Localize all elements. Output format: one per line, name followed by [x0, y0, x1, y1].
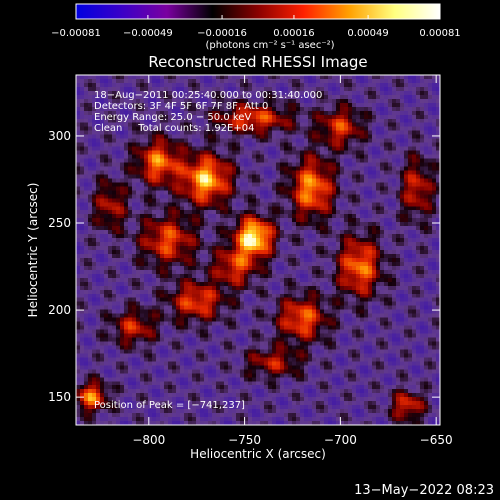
colorbar — [75, 3, 441, 20]
axis-ticks: −800 −750 −700 −650 150 200 250 300 — [48, 75, 453, 447]
annotation-time-range: 18−Aug−2011 00:25:40.000 to 00:31:40.000 — [94, 90, 322, 101]
peak-position-label: Position of Peak = [−741,237] — [94, 400, 245, 411]
y-tick-label: 250 — [48, 216, 71, 230]
footer-timestamp: 13−May−2022 08:23 — [354, 483, 494, 498]
colorbar-ticks: −0.00081 −0.00049 −0.00016 0.00016 0.00049 0.… — [51, 15, 461, 39]
x-tick-label: −700 — [324, 433, 357, 447]
y-tick-label: 150 — [48, 390, 71, 404]
colorbar-tick-label: 0.00081 — [419, 28, 460, 39]
x-tick-label: −650 — [420, 433, 453, 447]
annotation-clean-counts: Clean Total counts: 1.92E+04 — [94, 123, 254, 134]
colorbar-tick-label: −0.00081 — [51, 28, 101, 39]
rhessi-image-heatmap — [76, 75, 440, 425]
colorbar-tick-label: −0.00049 — [123, 28, 173, 39]
annotation-detectors: Detectors: 3F 4F 5F 6F 7F 8F, Att 0 — [94, 101, 268, 112]
colorbar-unit-label: (photons cm⁻² s⁻¹ asec⁻²) — [205, 40, 334, 51]
x-tick-label: −750 — [228, 433, 261, 447]
colorbar-tick-label: 0.00049 — [347, 28, 388, 39]
chart-title: Reconstructed RHESSI Image — [148, 53, 367, 71]
x-tick-label: −800 — [132, 433, 165, 447]
colorbar-tick-label: −0.00016 — [197, 28, 247, 39]
plot-frame — [75, 74, 441, 426]
annotation-energy-range: Energy Range: 25.0 − 50.0 keV — [94, 112, 251, 123]
y-tick-label: 200 — [48, 303, 71, 317]
colorbar-tick-label: 0.00016 — [273, 28, 314, 39]
y-axis-label: Heliocentric Y (arcsec) — [26, 183, 40, 318]
y-tick-label: 300 — [48, 129, 71, 143]
x-axis-label: Heliocentric X (arcsec) — [190, 447, 326, 461]
